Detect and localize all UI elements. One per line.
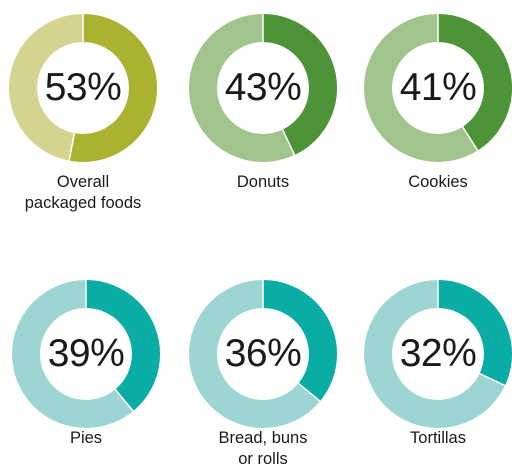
donut-4: 36% [183, 274, 343, 434]
category-label-line: or rolls [238, 450, 288, 468]
slice-end-divider [281, 128, 296, 157]
donut-0: 53% [3, 8, 163, 168]
donut-category-label: Cookies [353, 172, 512, 193]
donut-svg-0 [9, 13, 157, 162]
donut-svg-1 [189, 13, 337, 162]
slice-end-divider [68, 132, 76, 162]
donut-category-label: Tortillas [353, 428, 512, 449]
category-label-line: Tortillas [410, 429, 466, 447]
donut-2: 41% [358, 8, 512, 168]
donut-1: 43% [183, 8, 343, 168]
donut-svg-4 [189, 279, 337, 428]
donut-category-label: Pies [1, 428, 171, 449]
donut-svg-3 [12, 279, 160, 428]
donut-svg-5 [364, 279, 512, 428]
category-label-line: Pies [69, 429, 103, 447]
category-label-line: Donuts [236, 173, 290, 191]
donut-svg-2 [364, 13, 512, 162]
slice-end-divider [478, 372, 507, 387]
donut-3: 39% [6, 274, 166, 434]
category-label-line: Overall [56, 173, 110, 191]
category-label-line: Cookies [408, 173, 468, 191]
slice-end-divider [114, 388, 135, 413]
donut-category-label: Overall packaged foods [0, 172, 168, 214]
category-label-line: Bread, buns [218, 429, 308, 447]
slice-end-divider [461, 125, 479, 152]
donut-5: 32% [358, 274, 512, 434]
donut-category-label: Donuts [178, 172, 348, 193]
category-label-line: packaged foods [24, 194, 142, 212]
donut-category-label: Bread, buns or rolls [178, 428, 348, 470]
slice-end-divider [297, 382, 322, 403]
